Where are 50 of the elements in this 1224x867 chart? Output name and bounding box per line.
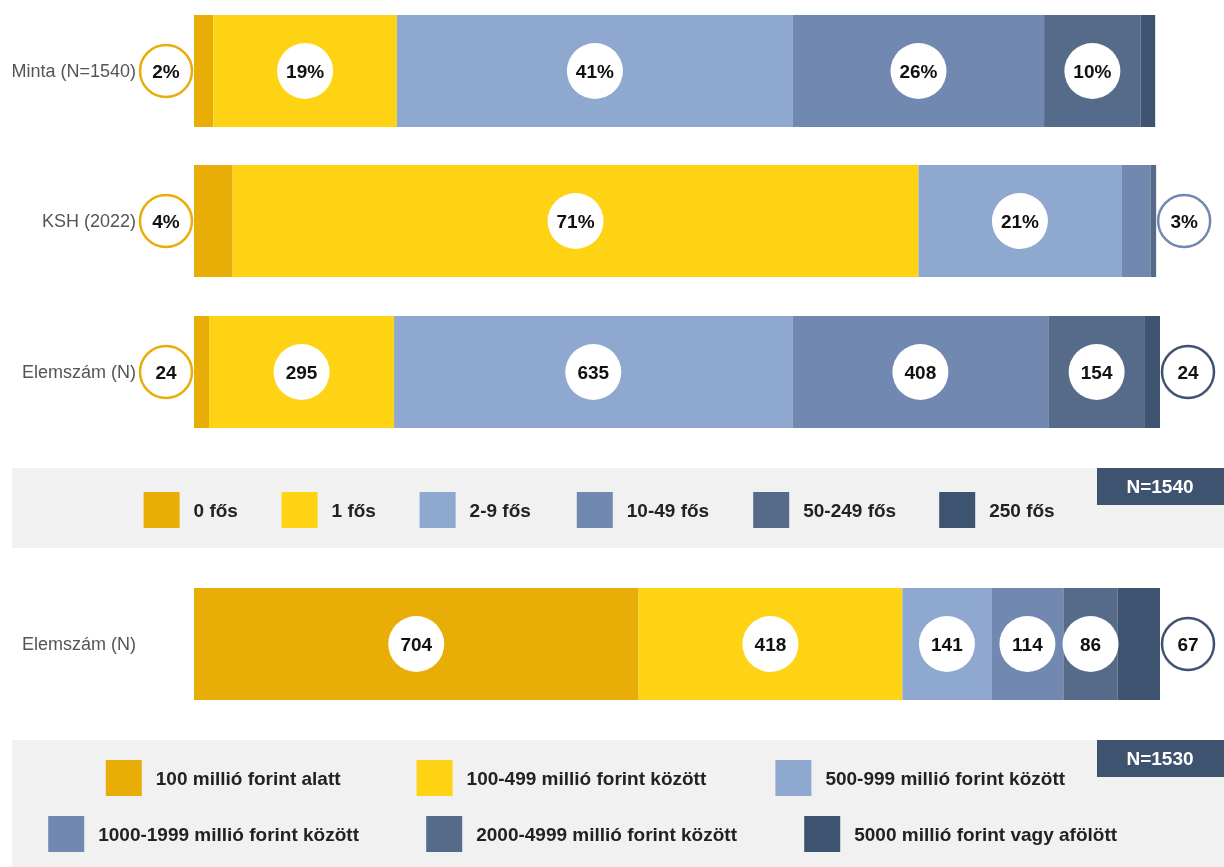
text: N=1530 [1126, 747, 1194, 769]
y-tick-label: Elemszám (N) [21, 362, 136, 382]
legend-label: 1 fős [331, 499, 376, 521]
y-tick-label: Minta (N=1540) [11, 61, 136, 81]
legend-label: 500-999 millió forint között [825, 767, 1066, 789]
data-label: 408 [904, 361, 937, 383]
data-label: 10% [1073, 60, 1112, 82]
data-label: 4% [152, 210, 180, 232]
data-label: 21% [1000, 210, 1040, 232]
data-label: 71% [556, 210, 595, 232]
data-label: 3% [1170, 210, 1198, 232]
y-tick-label: Elemszám (N) [21, 634, 136, 654]
bar [396, 15, 793, 127]
bar [918, 165, 1122, 277]
legend-label: 2-9 fős [469, 499, 531, 521]
legend-label: 10-49 fős [626, 499, 710, 521]
legend-label: 2000-4999 millió forint között [476, 823, 738, 845]
bar [1121, 165, 1151, 277]
legend-label: 5000 millió forint vagy afölött [854, 823, 1118, 845]
data-label: 141 [931, 633, 964, 655]
legend-label: 100 millió forint alatt [155, 767, 342, 789]
data-label: 418 [754, 633, 787, 655]
data-label: 2% [152, 60, 180, 82]
data-label: 704 [400, 633, 433, 655]
bar [394, 316, 793, 428]
text: N=1540 [1126, 475, 1194, 497]
data-label: 26% [899, 60, 938, 82]
data-label: 41% [575, 60, 615, 82]
legend-label: 100-499 millió forint között [466, 767, 707, 789]
data-label: 295 [285, 361, 318, 383]
bar [792, 316, 1049, 428]
bar [194, 588, 639, 700]
data-label: 635 [577, 361, 610, 383]
bar [232, 165, 919, 277]
data-label: 154 [1080, 361, 1113, 383]
legend-label: 250 fős [989, 499, 1055, 521]
legend-label: 50-249 fős [803, 499, 897, 521]
data-label: 24 [155, 361, 177, 383]
bar [792, 15, 1045, 127]
legend-label: 0 fős [193, 499, 238, 521]
data-label: 24 [1177, 361, 1199, 383]
legend-label: 1000-1999 millió forint között [98, 823, 360, 845]
bar [1150, 165, 1156, 277]
y-tick-label: KSH (2022) [41, 211, 136, 231]
data-label: 19% [286, 60, 325, 82]
data-label: 114 [1012, 633, 1044, 655]
data-label: 86 [1079, 633, 1102, 655]
data-label: 67 [1177, 633, 1199, 655]
bar [638, 588, 903, 700]
bar [1140, 15, 1156, 127]
